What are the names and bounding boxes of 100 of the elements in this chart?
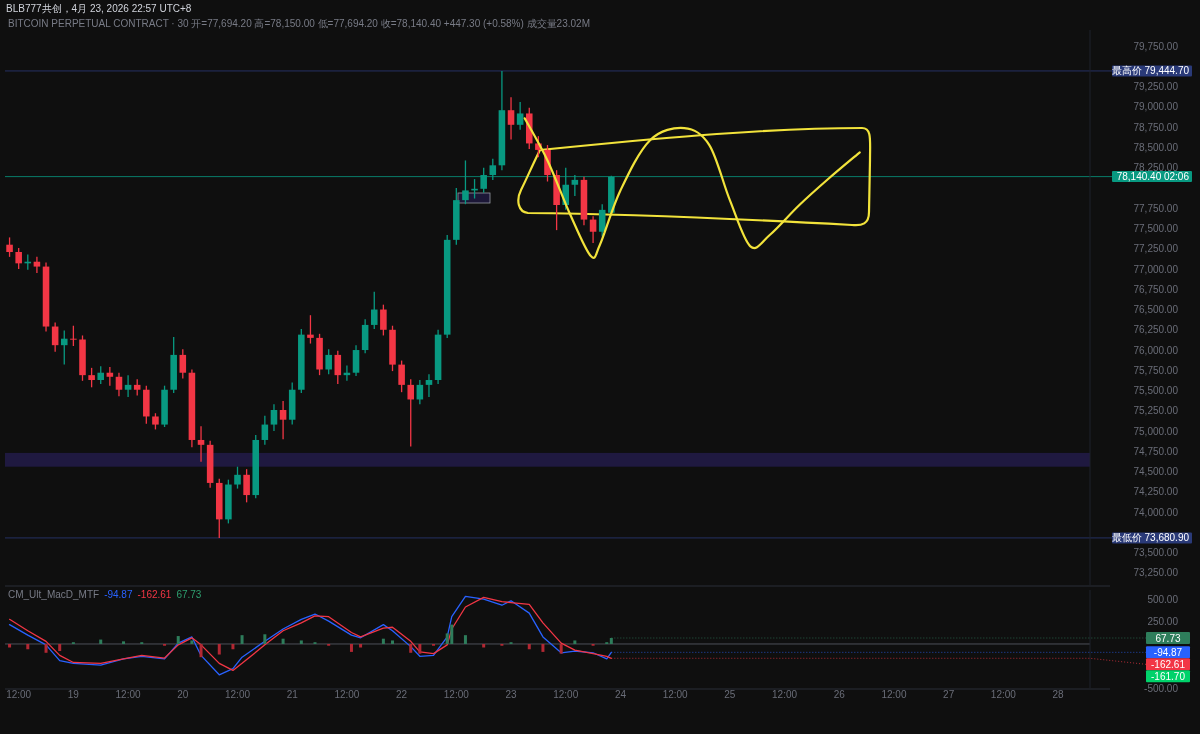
x-tick-label: 20 xyxy=(177,689,189,700)
bar xyxy=(418,643,422,654)
bar xyxy=(231,643,235,650)
bar xyxy=(381,638,385,644)
y-tick-label: 75,000.00 xyxy=(1133,425,1179,437)
x-tick-label: 12:00 xyxy=(772,689,798,700)
candlestick xyxy=(325,348,332,375)
y-tick-label: 78,750.00 xyxy=(1133,121,1179,133)
bar xyxy=(217,643,221,655)
candlestick xyxy=(352,344,360,377)
bar xyxy=(281,638,285,644)
x-tick-label: 27 xyxy=(943,689,955,700)
x-tick-label: 25 xyxy=(724,689,736,700)
data-label: -162.61 xyxy=(1151,658,1186,670)
x-tick-label: 26 xyxy=(833,689,846,700)
y-tick-label: 500.00 xyxy=(1147,594,1179,606)
candlestick xyxy=(6,236,13,258)
candlestick xyxy=(115,372,123,397)
x-tick-label: 12:00 xyxy=(881,689,907,700)
y-tick-label: 77,500.00 xyxy=(1133,223,1179,234)
candlestick xyxy=(589,215,597,244)
x-tick-label: 12:00 xyxy=(662,689,689,700)
x-tick-label: 12:00 xyxy=(224,689,251,700)
bar xyxy=(199,643,203,658)
candlestick xyxy=(370,291,378,330)
y-tick-label: 77,000.00 xyxy=(1133,263,1179,275)
candlestick xyxy=(88,367,95,388)
y-tick-label: 74,000.00 xyxy=(1133,506,1179,518)
bar xyxy=(240,635,244,644)
candlestick xyxy=(197,425,205,463)
y-tick-label: 75,250.00 xyxy=(1133,405,1179,417)
x-tick-label: 24 xyxy=(614,689,627,700)
bar xyxy=(559,643,563,654)
bar xyxy=(541,643,545,652)
x-tick-label: 12:00 xyxy=(553,689,579,700)
bar xyxy=(44,643,48,653)
y-tick-label: 74,500.00 xyxy=(1133,466,1179,478)
candlestick xyxy=(398,359,405,393)
text: -161.70 xyxy=(1151,670,1186,682)
candlestick xyxy=(516,101,524,131)
bar xyxy=(391,640,394,644)
y-tick-label: 76,000.00 xyxy=(1133,344,1179,356)
y-tick-label: 79,750.00 xyxy=(1133,40,1179,52)
x-tick-label: 19 xyxy=(67,689,80,700)
x-tick-label: 23 xyxy=(505,689,518,700)
y-tick-label: 76,250.00 xyxy=(1133,324,1179,336)
bar xyxy=(349,643,353,652)
chart-title: BLB777共创，4月 23, 2026 22:57 UTC+8 xyxy=(6,3,192,14)
x-tick-label: 12:00 xyxy=(115,689,142,700)
candlestick xyxy=(407,378,415,448)
x-tick-label: 12:00 xyxy=(990,689,1017,700)
y-tick-label: 77,250.00 xyxy=(1133,243,1179,255)
y-tick-label: -500.00 xyxy=(1144,682,1179,694)
candlestick xyxy=(70,325,77,347)
candlestick xyxy=(243,468,250,504)
x-tick-label: 28 xyxy=(1052,689,1065,700)
bar xyxy=(573,640,577,644)
x-tick-label: 21 xyxy=(286,689,299,700)
bar xyxy=(463,635,467,644)
bar xyxy=(58,643,62,652)
candlestick xyxy=(15,247,22,270)
y-tick-label: 78,250.00 xyxy=(1133,162,1179,174)
chart-title: CM_Ult_MacD_MTF -94.87 -162.61 67.73 xyxy=(8,589,202,600)
ref-line-label: 最高价 79,444.70 xyxy=(1111,65,1190,77)
candlestick xyxy=(270,403,278,432)
candlestick xyxy=(234,466,241,490)
y-tick-label: 79,250.00 xyxy=(1133,81,1179,93)
bar xyxy=(190,640,194,644)
bar xyxy=(176,636,180,644)
ref-line-label: 最低价 73,680.90 xyxy=(1111,532,1190,544)
bar xyxy=(409,643,413,653)
data-label: -94.87 xyxy=(1153,646,1183,658)
y-tick-label: 75,500.00 xyxy=(1133,385,1179,397)
candlestick xyxy=(124,374,132,398)
y-tick-label: 76,750.00 xyxy=(1133,283,1179,295)
candlestick xyxy=(425,373,433,398)
bar xyxy=(122,641,126,644)
candlestick xyxy=(279,400,287,440)
candlestick xyxy=(380,304,387,337)
y-tick-label: 76,500.00 xyxy=(1133,304,1179,316)
ref-line-label: 78,140.40 02:06 xyxy=(1116,171,1190,183)
candlestick xyxy=(307,314,314,345)
y-tick-label: 78,500.00 xyxy=(1133,141,1179,153)
y-tick-label: 250.00 xyxy=(1147,616,1179,628)
x-tick-label: 22 xyxy=(396,689,408,700)
y-tick-label: 74,250.00 xyxy=(1133,486,1179,498)
bar xyxy=(450,624,454,644)
y-tick-label: 73,500.00 xyxy=(1133,547,1179,559)
candlestick xyxy=(598,203,606,238)
candlestick xyxy=(507,96,515,141)
y-tick-label: 77,750.00 xyxy=(1133,202,1179,214)
bar xyxy=(26,643,30,650)
candlestick xyxy=(179,348,187,380)
bar xyxy=(299,640,303,644)
x-tick-label: 12:00 xyxy=(443,689,470,700)
y-tick-label: 75,750.00 xyxy=(1133,364,1179,376)
data-label: 67.73 xyxy=(1155,632,1181,644)
bar xyxy=(263,634,267,644)
bar xyxy=(99,639,103,644)
x-tick-label: 12:00 xyxy=(334,689,360,700)
